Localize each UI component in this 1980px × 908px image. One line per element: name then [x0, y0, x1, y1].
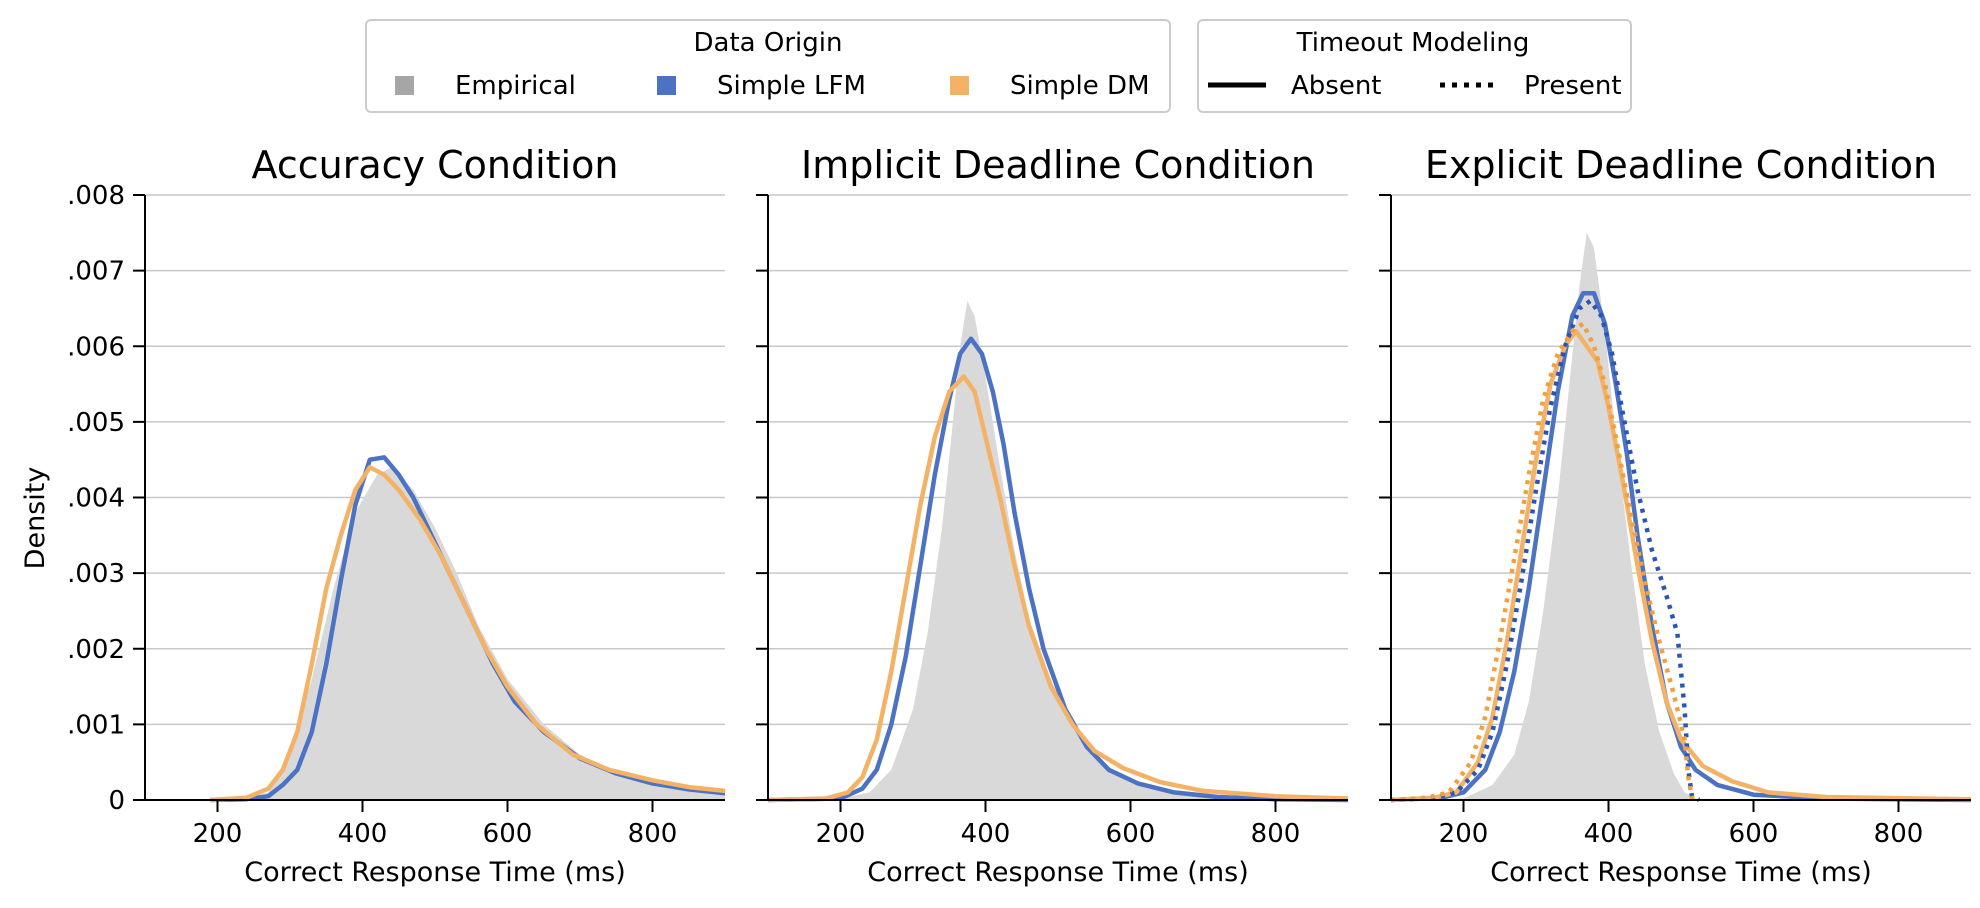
series-simple-lfm-absent — [767, 336, 1349, 803]
y-tick-label: .001 — [67, 710, 125, 740]
panel-accuracy-condition: Accuracy Condition 0 .001 .002 .003 .004 .005.… — [67, 143, 726, 888]
panel-explicit-deadline-condition: Explicit Deadline Condition 200 400 600 800C… — [1379, 143, 1972, 888]
y-tick-label: .002 — [67, 635, 125, 665]
series-empirical-area — [1391, 232, 1971, 801]
legend-swatch-simple-lfm — [657, 76, 676, 95]
x-tick-label: 400 — [338, 819, 388, 849]
y-tick-label: .005 — [67, 408, 125, 438]
x-tick-label: 200 — [193, 819, 243, 849]
panel-title-accuracy-condition: Accuracy Condition — [252, 143, 619, 187]
legend-label-simple-lfm: Simple LFM — [717, 71, 866, 101]
series-simple-lfm-absent — [1390, 291, 1972, 803]
legend-swatch-empirical — [395, 76, 414, 95]
legend-label-empirical: Empirical — [455, 71, 576, 101]
series-empirical-area — [210, 467, 726, 800]
y-axis-label: Density — [20, 467, 51, 570]
y-tick-label: 0 — [108, 786, 125, 816]
x-axis-label: Correct Response Time (ms) — [1490, 857, 1871, 888]
panel-title-implicit-deadline-condition: Implicit Deadline Condition — [801, 143, 1315, 187]
legend-label-present: Present — [1524, 71, 1622, 101]
panel-title-explicit-deadline-condition: Explicit Deadline Condition — [1425, 143, 1937, 187]
x-axis-label: Correct Response Time (ms) — [867, 857, 1248, 888]
x-tick-label: 600 — [1106, 819, 1156, 849]
series-simple-dm-absent — [1390, 328, 1972, 803]
y-tick-label: .008 — [67, 181, 125, 211]
legend-label-absent: Absent — [1291, 71, 1382, 101]
y-tick-label: .004 — [67, 484, 125, 514]
panels: Accuracy Condition 0 .001 .002 .003 .004 .005.… — [67, 143, 1972, 888]
legend-timeout-modeling: Timeout Modeling Absent Present — [1197, 19, 1632, 113]
x-tick-label: 600 — [483, 819, 533, 849]
x-tick-label: 200 — [816, 819, 866, 849]
series-simple-dm-absent — [767, 374, 1349, 803]
x-tick-label: 200 — [1439, 819, 1489, 849]
panel-implicit-deadline-condition: Implicit Deadline Condition 200 400 600 800C… — [756, 143, 1349, 888]
x-tick-label: 600 — [1729, 819, 1779, 849]
y-tick-label: .003 — [67, 559, 125, 589]
y-tick-label: .007 — [67, 257, 125, 287]
x-tick-label: 800 — [628, 819, 678, 849]
legend-label-simple-dm: Simple DM — [1010, 71, 1150, 101]
series-simple-dm-present — [1390, 321, 1700, 803]
x-tick-label: 800 — [1874, 819, 1924, 849]
y-tick-label: .006 — [67, 332, 125, 362]
x-tick-label: 400 — [1584, 819, 1634, 849]
legend-data-origin: Data Origin Empirical Simple LFM Simple … — [365, 19, 1171, 113]
legend-timeout-title: Timeout Modeling — [1296, 28, 1530, 58]
x-tick-label: 400 — [961, 819, 1011, 849]
legend-swatch-simple-dm — [950, 76, 969, 95]
legend-timeout-frame — [1197, 19, 1632, 113]
series-empirical-area — [768, 300, 1348, 800]
x-axis-label: Correct Response Time (ms) — [244, 857, 625, 888]
x-tick-label: 800 — [1251, 819, 1301, 849]
series-simple-dm-absent — [210, 465, 726, 803]
legend-data-origin-title: Data Origin — [694, 28, 843, 58]
